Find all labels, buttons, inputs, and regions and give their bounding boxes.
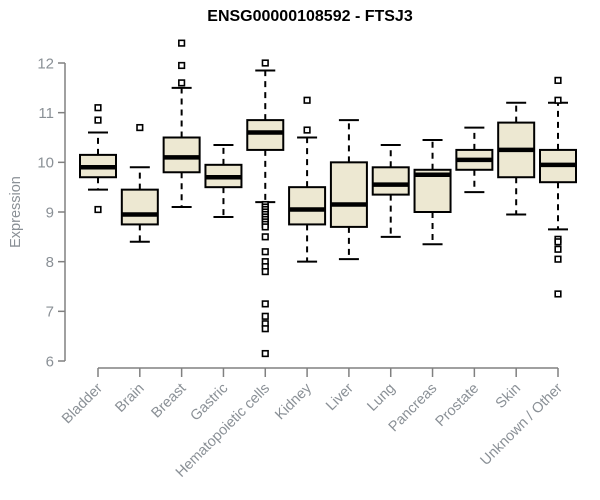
outlier-point bbox=[178, 61, 186, 70]
outlier-point bbox=[261, 223, 269, 231]
outlier-point bbox=[554, 290, 562, 298]
outlier-point bbox=[261, 325, 269, 333]
x-category-label: Bladder bbox=[59, 380, 106, 427]
chart-title: ENSG00000108592 - FTSJ3 bbox=[207, 8, 413, 25]
y-tick-label: 11 bbox=[38, 105, 54, 122]
outlier-point bbox=[261, 349, 269, 358]
x-category-label: Prostate bbox=[433, 381, 482, 430]
box-iqr bbox=[371, 166, 410, 196]
outlier-point bbox=[136, 123, 144, 132]
x-category-label: Kidney bbox=[272, 380, 315, 423]
y-axis-title: Expression bbox=[8, 176, 24, 248]
outlier-point bbox=[94, 205, 102, 214]
x-category-label: Skin bbox=[493, 381, 524, 412]
outlier-point bbox=[261, 233, 269, 241]
x-category-label: Brain bbox=[112, 381, 147, 416]
box-iqr bbox=[288, 186, 327, 226]
outlier-point bbox=[554, 96, 562, 104]
y-tick-label: 10 bbox=[37, 155, 54, 172]
x-category-label: Liver bbox=[323, 380, 357, 414]
box-iqr bbox=[246, 119, 285, 151]
x-category-label: Breast bbox=[149, 381, 190, 422]
outlier-point bbox=[303, 96, 311, 104]
outlier-point bbox=[261, 300, 269, 308]
outlier-point bbox=[178, 39, 186, 47]
outlier-point bbox=[261, 267, 269, 276]
y-tick-label: 7 bbox=[46, 304, 54, 321]
x-category-label: Lung bbox=[364, 381, 398, 415]
outlier-point bbox=[261, 248, 269, 256]
outlier-point bbox=[554, 255, 562, 263]
y-tick-label: 6 bbox=[46, 353, 54, 370]
outlier-point bbox=[261, 59, 269, 67]
outlier-point bbox=[554, 238, 562, 246]
outlier-point bbox=[94, 104, 102, 112]
y-tick-label: 12 bbox=[37, 55, 54, 72]
y-tick-label: 9 bbox=[46, 204, 54, 221]
outlier-point bbox=[178, 79, 186, 87]
box-iqr bbox=[329, 161, 368, 228]
outlier-point bbox=[554, 245, 562, 253]
box-iqr bbox=[162, 136, 201, 174]
y-tick-label: 8 bbox=[46, 254, 54, 271]
outlier-point bbox=[94, 116, 102, 124]
outlier-point bbox=[303, 126, 311, 134]
outlier-point bbox=[554, 76, 562, 84]
box-iqr bbox=[120, 188, 159, 226]
outlier-point bbox=[261, 312, 269, 320]
